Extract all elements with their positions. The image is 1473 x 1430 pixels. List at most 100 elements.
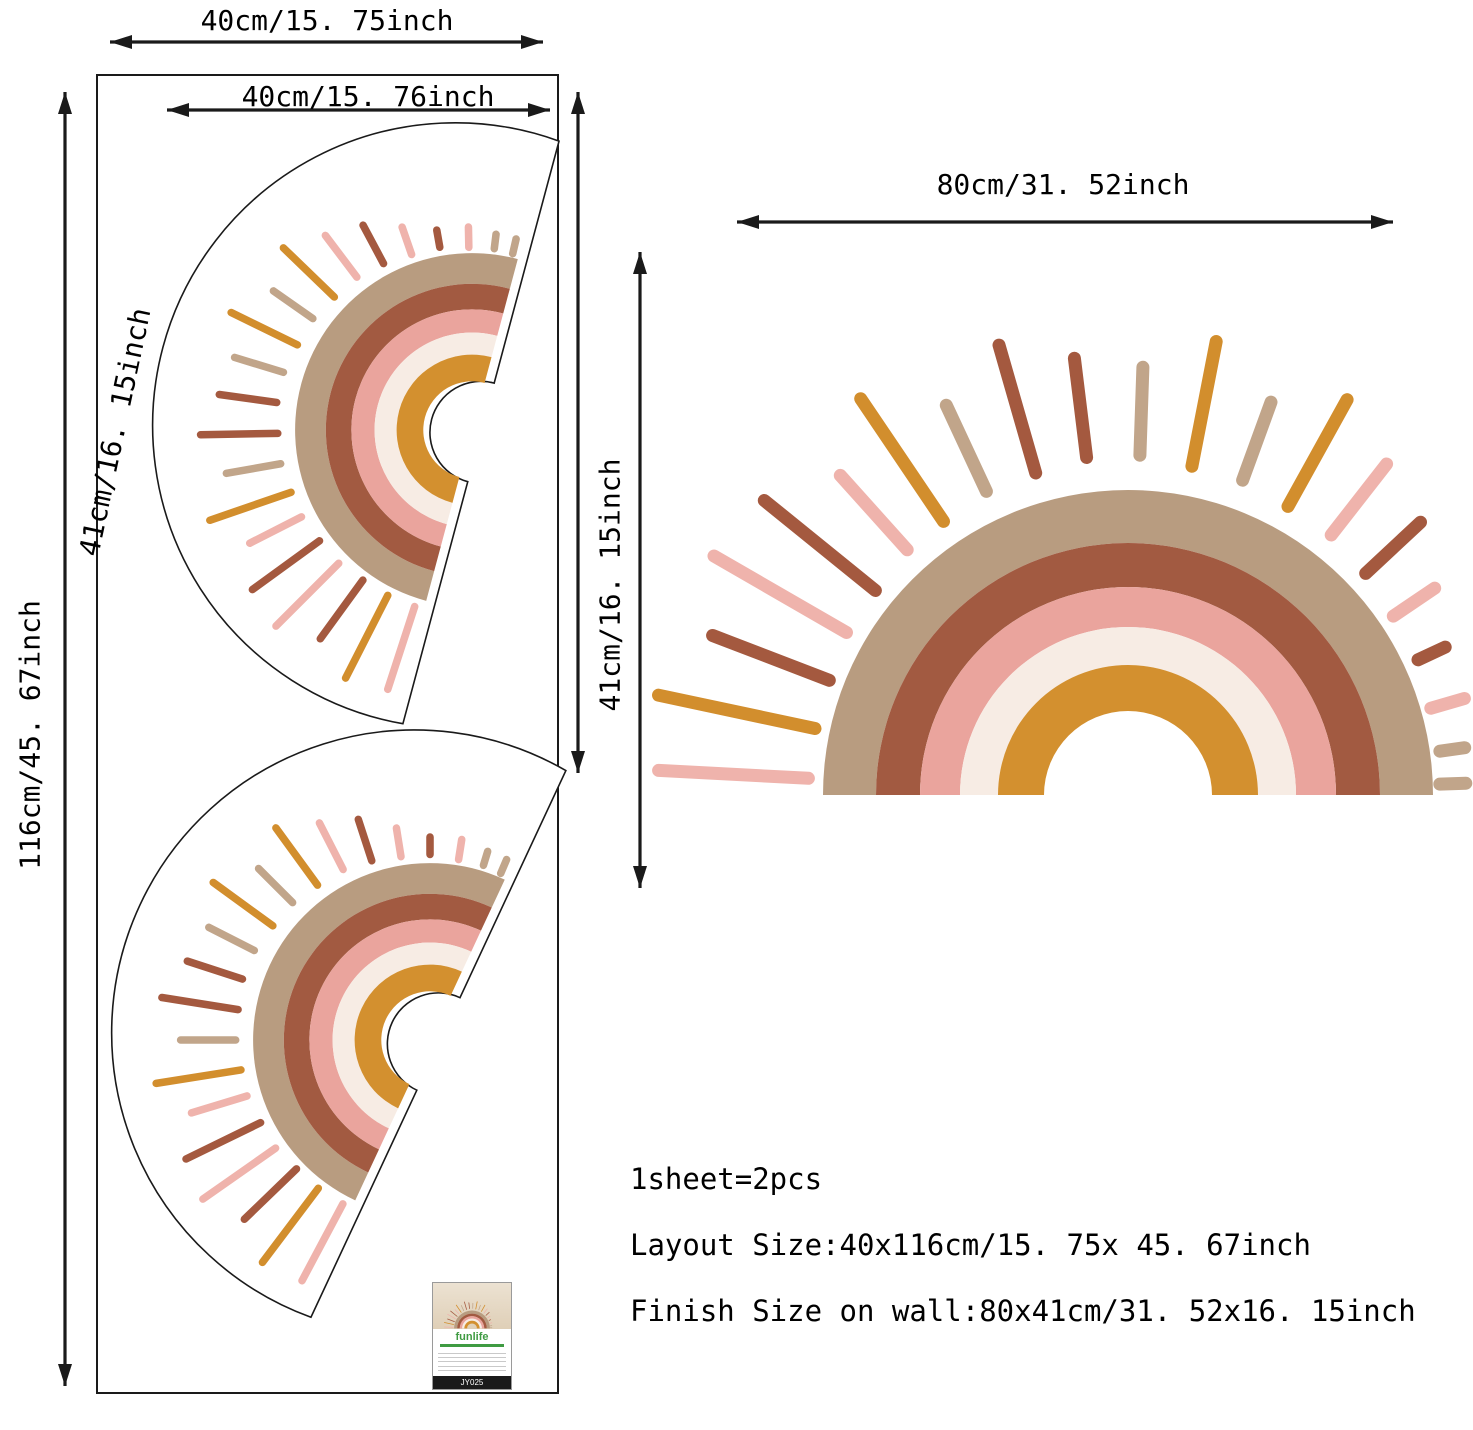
sun-ray [176, 1036, 240, 1044]
sun-band-cream [960, 627, 1296, 795]
dim-label-finish-height: 41cm/16. 15inch [593, 458, 627, 712]
product-label: funlife JY025 [432, 1282, 512, 1390]
sun-ray [158, 993, 242, 1014]
sun-ray [269, 287, 317, 323]
sun-ray [240, 1165, 301, 1224]
sun-ray [992, 338, 1043, 480]
sun-ray [1433, 741, 1472, 758]
sun-ray [833, 468, 914, 557]
sun-ray [490, 230, 500, 253]
sun-ray [478, 1304, 481, 1311]
sun-ray [359, 221, 388, 268]
sun-ray [508, 235, 520, 258]
sun-ray [230, 353, 288, 377]
sun-ray [706, 629, 836, 687]
note-layout-size: Layout Size:40x116cm/15. 75x 45. 67inch [630, 1228, 1311, 1262]
sun-band-orange [354, 964, 462, 1109]
sun-band-tan [454, 1310, 490, 1329]
sun-band-sienna [283, 893, 492, 1173]
sun-band-cream [374, 332, 498, 525]
sun-ray [254, 864, 297, 907]
sun-ray [652, 763, 815, 785]
sun-ray [315, 819, 347, 874]
sun-ray [483, 1308, 488, 1314]
sun-ray [1185, 335, 1223, 473]
sun-ray [487, 1315, 491, 1319]
sun-ray [464, 1301, 467, 1310]
note-pieces: 1sheet=2pcs [630, 1162, 823, 1196]
sun-ray [183, 957, 247, 983]
sun-ray [1067, 351, 1094, 464]
mini-sun-preview [444, 1301, 493, 1329]
product-label-photo [433, 1283, 511, 1329]
sun-ray [475, 1301, 478, 1310]
sun-ray [206, 488, 295, 525]
sun-ray [426, 833, 434, 859]
sun-ray [272, 559, 343, 630]
note-finish-size: Finish Size on wall:80x41cm/31. 52x16. 1… [630, 1294, 1416, 1328]
sun-ray [1281, 393, 1354, 513]
sun-ray [432, 226, 444, 252]
sun-ray [279, 244, 339, 301]
brand-name: funlife [455, 1331, 489, 1343]
sun-band-pink [459, 1316, 485, 1329]
sun-band-sienna [457, 1313, 487, 1329]
finished-sun [652, 335, 1473, 795]
decal-top [85, 55, 560, 725]
sun-ray [248, 537, 324, 594]
sun-ray [298, 1200, 347, 1285]
sun-ray [1359, 515, 1427, 580]
sun-band-orange [998, 665, 1258, 795]
sun-band-tan [295, 253, 518, 601]
sun-ray [227, 308, 302, 349]
sun-ray [454, 835, 466, 864]
sun-ray [182, 1118, 265, 1163]
sun-ray [1386, 581, 1442, 623]
sun-ray [464, 223, 473, 252]
sun-ray [460, 1305, 465, 1311]
sun-ray [209, 878, 277, 930]
sun-ray [854, 392, 950, 528]
sun-band-pink [920, 587, 1336, 795]
sun-ray [187, 1092, 251, 1117]
dim-label-finish-width: 80cm/31. 52inch [936, 168, 1190, 201]
sun-ray [454, 1309, 460, 1315]
mini-sun [444, 1301, 493, 1329]
decal-bottom [12, 630, 566, 1318]
sun-ray [199, 1144, 280, 1203]
sun-ray [450, 1310, 458, 1317]
sun-ray [272, 824, 322, 889]
sun-ray [354, 815, 376, 865]
sun-band-orange [464, 1320, 480, 1329]
sun-ray [258, 1184, 323, 1267]
sun-ray [481, 1304, 486, 1312]
sun-ray [488, 1319, 492, 1321]
sun-ray [1133, 360, 1150, 462]
sun-ray [1411, 640, 1452, 667]
sun-band-tan [253, 863, 505, 1201]
sun-band-pink [309, 919, 481, 1150]
sun-ray [196, 429, 282, 439]
sun-ray [152, 1066, 245, 1088]
sun-band-cream [332, 942, 472, 1129]
sun-ray [444, 1322, 454, 1325]
sun-ray [485, 1311, 490, 1316]
sun-ray [321, 231, 361, 281]
sun-band-tan [823, 490, 1433, 795]
sun-ray [496, 855, 511, 878]
sun-ray [392, 824, 405, 861]
sun-band-pink [351, 309, 504, 547]
sun-ray [468, 1302, 470, 1309]
brand-tagline-bar [440, 1344, 504, 1347]
sun-ray [1433, 776, 1473, 791]
sun-ray [316, 576, 367, 643]
brand-logo: funlife [433, 1329, 511, 1343]
dim-label-sheet-height: 116cm/45. 67inch [13, 600, 47, 870]
sun-ray [245, 513, 306, 547]
sun-band-cream [462, 1318, 482, 1329]
product-code: JY025 [433, 1376, 511, 1389]
sun-ray [398, 223, 416, 259]
sun-ray [383, 602, 419, 694]
